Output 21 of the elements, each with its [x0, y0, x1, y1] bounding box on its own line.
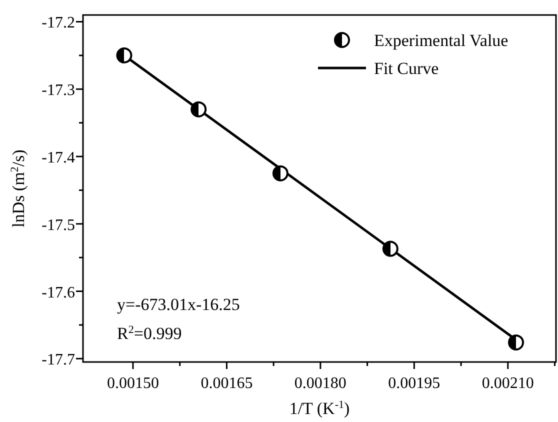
x-tick-label: 0.00195	[388, 375, 440, 392]
y-tick-label: -17.7	[42, 352, 75, 369]
y-tick-label: -17.6	[42, 284, 75, 302]
point	[382, 240, 398, 257]
x-axis-title: 1/T (K$^{-1}$)	[289, 399, 350, 418]
point	[272, 165, 288, 182]
y-tick-label: -17.2	[42, 14, 75, 32]
annotation: y=-673.01x-16.25	[117, 295, 240, 314]
x-tick-label: 0.00165	[200, 375, 253, 392]
y-tick-label: -17.4	[42, 149, 75, 166]
legend-label: Experimental Value	[374, 31, 508, 50]
x-tick-label: 0.00180	[294, 375, 346, 392]
y-tick-label: -17.5	[42, 216, 75, 234]
legend-label: Fit Curve	[374, 59, 439, 78]
point	[190, 101, 207, 118]
point	[116, 47, 132, 64]
y-tick-label: -17.3	[42, 82, 75, 100]
x-tick-label: 0.00210	[482, 375, 534, 392]
annotation: R$^{2}$=0.999	[117, 324, 182, 343]
point	[508, 334, 524, 350]
x-tick-label: 0.00150	[106, 375, 159, 392]
